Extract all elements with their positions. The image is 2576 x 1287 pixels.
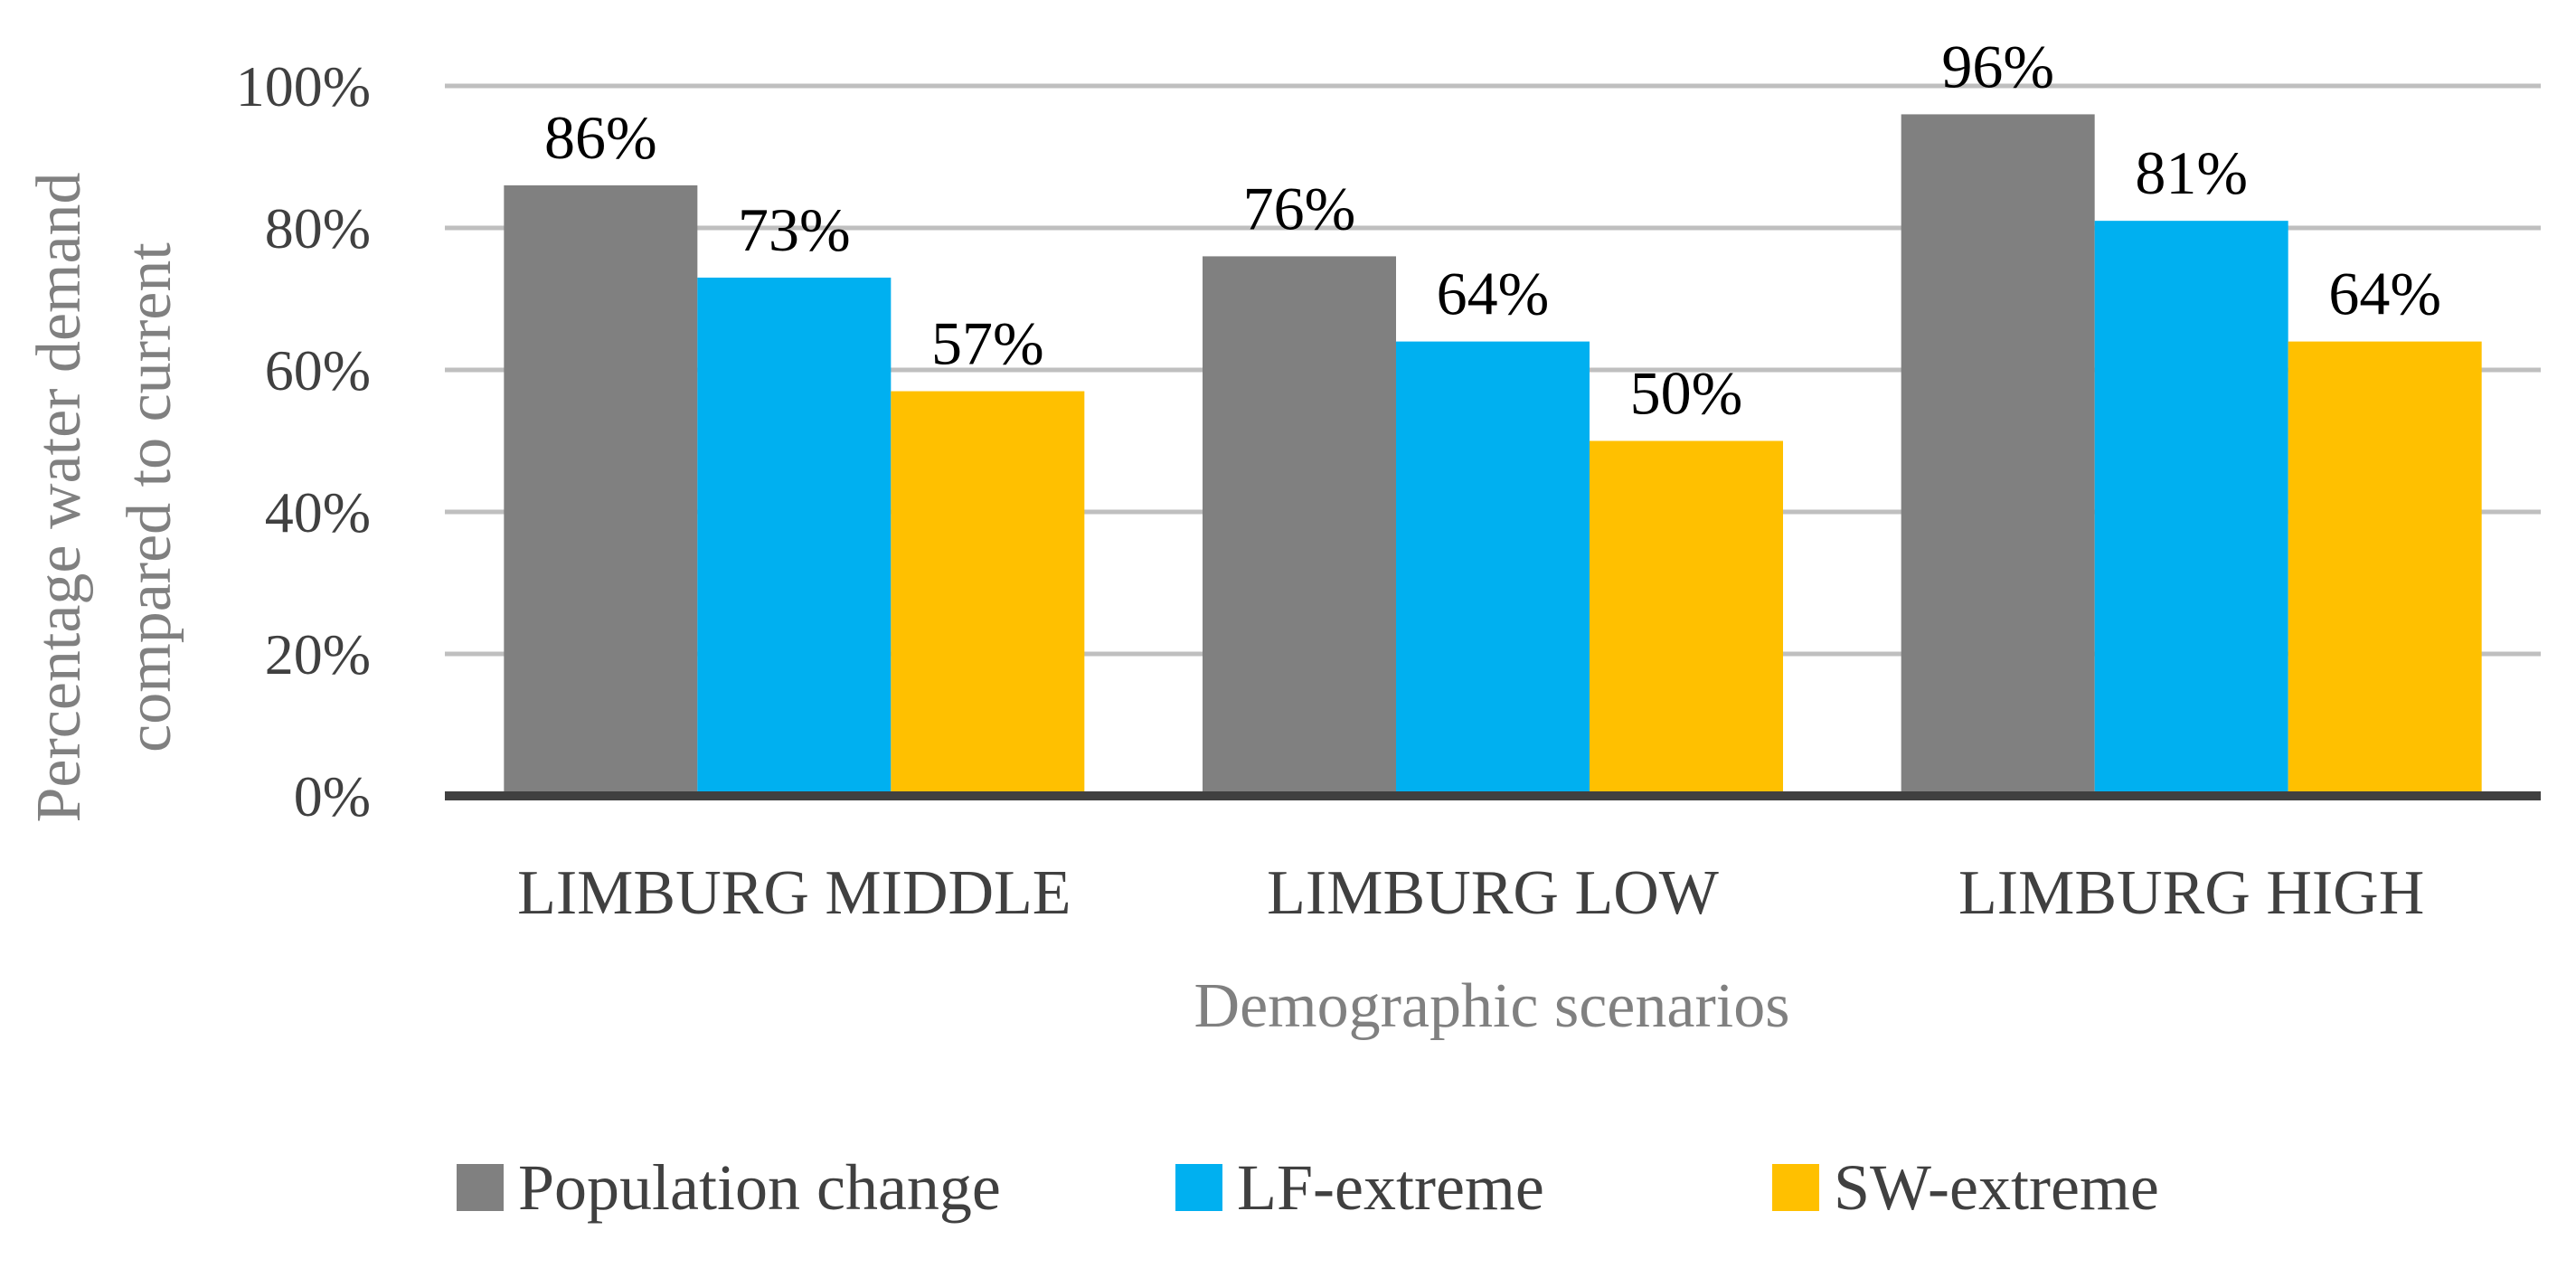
legend-label: SW-extreme	[1834, 1151, 2159, 1224]
y-tick-labels: 0% 20% 40% 60% 80% 100%	[236, 54, 371, 828]
data-label: 57%	[931, 309, 1044, 378]
bar	[1203, 256, 1396, 796]
y-tick-label: 40%	[265, 480, 371, 544]
bar	[1396, 341, 1590, 796]
data-labels: 86% 73% 57% 76% 64% 50% 96% 81% 64%	[544, 32, 2441, 427]
bars	[504, 114, 2482, 796]
x-axis-title: Demographic scenarios	[1194, 971, 1790, 1041]
y-axis-title-line-2: compared to current	[115, 242, 184, 752]
legend-swatch	[1175, 1164, 1222, 1211]
legend-label: LF-extreme	[1237, 1151, 1544, 1224]
data-label: 96%	[1941, 32, 2054, 100]
y-axis-title-line-1: Percentage water demand	[24, 172, 94, 822]
data-label: 73%	[738, 195, 851, 264]
x-category-label: LIMBURG HIGH	[1958, 858, 2424, 928]
bar	[2288, 341, 2482, 796]
legend-swatch	[457, 1164, 504, 1211]
y-tick-label: 100%	[236, 54, 371, 118]
data-label: 76%	[1243, 174, 1356, 242]
data-label: 50%	[1630, 359, 1743, 428]
bar	[2094, 221, 2288, 796]
data-label: 64%	[2328, 260, 2441, 328]
y-tick-label: 0%	[294, 764, 371, 828]
bar	[1590, 440, 1783, 796]
data-label: 64%	[1437, 260, 1550, 328]
data-label: 86%	[544, 103, 657, 172]
y-tick-label: 60%	[265, 338, 371, 402]
data-label: 81%	[2135, 138, 2248, 207]
legend-label: Population change	[518, 1151, 1001, 1224]
x-category-label: LIMBURG MIDDLE	[517, 858, 1071, 928]
y-tick-label: 80%	[265, 196, 371, 260]
bar	[1901, 114, 2095, 796]
x-category-labels: LIMBURG MIDDLE LIMBURG LOW LIMBURG HIGH	[517, 858, 2424, 928]
y-tick-label: 20%	[265, 622, 371, 686]
bar	[891, 391, 1085, 796]
legend-swatch	[1772, 1164, 1819, 1211]
bar	[504, 185, 698, 796]
bar	[697, 277, 892, 796]
x-category-label: LIMBURG LOW	[1267, 858, 1719, 928]
legend: Population change LF-extreme SW-extreme	[457, 1151, 2159, 1224]
